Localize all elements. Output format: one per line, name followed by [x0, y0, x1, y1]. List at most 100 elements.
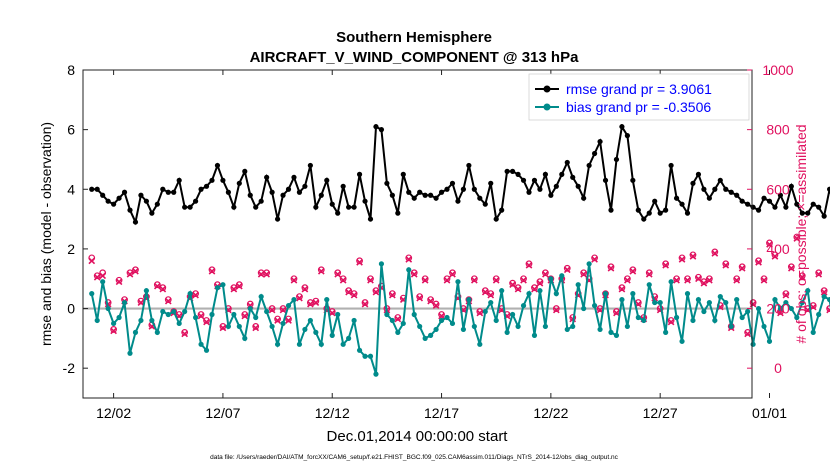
bias-point [695, 297, 702, 303]
rmse-point [581, 195, 587, 201]
obs-assimilated-point [99, 272, 107, 280]
rmse-point [641, 216, 647, 222]
rmse-point [515, 171, 521, 177]
rmse-point [138, 192, 144, 198]
rmse-point [176, 177, 182, 183]
obs-possible-point [356, 257, 363, 265]
obs-possible-point [372, 287, 380, 295]
obs-possible-point [673, 275, 680, 283]
obs-assimilated-point [706, 276, 713, 284]
rmse-point [367, 216, 374, 222]
legend-bias-marker [543, 103, 551, 111]
obs-possible-point [285, 315, 292, 323]
obs-possible-point [629, 266, 637, 274]
bias-point [417, 323, 423, 330]
rmse-point [302, 183, 308, 189]
chart-subtitle: AIRCRAFT_V_WIND_COMPONENT @ 313 hPa [250, 49, 580, 66]
rmse-point [471, 186, 477, 192]
bias-point [258, 294, 264, 300]
bias-point [520, 302, 527, 309]
rmse-point [389, 192, 395, 198]
rmse-point [816, 204, 822, 210]
obs-assimilated-point [356, 258, 363, 266]
bias-point [581, 305, 587, 312]
bias-point [652, 299, 658, 306]
obs-assimilated-point [181, 330, 189, 338]
obs-possible-point [645, 269, 653, 277]
rmse-point [351, 204, 357, 210]
bias-point [340, 341, 346, 347]
rmse-point [657, 210, 663, 216]
obs-possible-point [678, 254, 686, 262]
rmse-point [346, 204, 352, 210]
rmse-point [247, 192, 253, 198]
bias-point [307, 317, 313, 324]
obs-possible-point [427, 296, 435, 304]
bias-point [313, 329, 319, 335]
obs-possible-point [667, 317, 675, 324]
x-tick-label: 12/12 [315, 405, 350, 421]
obs-possible-point [197, 311, 205, 318]
rmse-point [739, 198, 745, 204]
bias-point [165, 311, 171, 318]
bias-point [428, 332, 434, 338]
obs-possible-point [449, 269, 456, 277]
obs-possible-point [514, 284, 522, 292]
rmse-point [231, 204, 237, 210]
obs-assimilated-point [777, 309, 784, 317]
obs-assimilated-point [618, 285, 626, 293]
obs-possible-point [443, 275, 451, 283]
bias-point [799, 299, 805, 306]
rmse-point [673, 195, 680, 201]
rmse-point [805, 210, 811, 216]
rmse-point [362, 198, 368, 204]
bias-point [171, 308, 177, 315]
obs-possible-point [820, 287, 828, 295]
obs-possible-point [367, 275, 374, 283]
obs-possible-point [159, 284, 167, 292]
obs-assimilated-point [738, 264, 746, 272]
rmse-point [695, 171, 702, 177]
obs-assimilated-point [733, 276, 741, 284]
obs-possible-point [219, 323, 227, 330]
rmse-point [291, 174, 297, 180]
obs-possible-point [525, 260, 533, 268]
rmse-point [488, 180, 494, 186]
rmse-point [460, 186, 467, 192]
rmse-point [646, 210, 652, 216]
bias-point [559, 273, 565, 279]
bias-point [739, 314, 745, 321]
bias-point [641, 317, 647, 324]
bias-point [285, 302, 292, 309]
bias-point [706, 299, 712, 306]
obs-assimilated-point [312, 299, 320, 306]
rmse-point [712, 186, 718, 192]
bias-point [515, 323, 521, 330]
obs-assimilated-point [492, 276, 500, 284]
rmse-point [335, 210, 341, 216]
obs-assimilated-point [470, 276, 478, 284]
obs-possible-point [339, 275, 347, 283]
obs-possible-point [410, 269, 418, 277]
rmse-point [406, 189, 412, 195]
obs-assimilated-point [339, 276, 347, 284]
bias-point [356, 347, 363, 353]
obs-assimilated-point [514, 285, 522, 293]
obs-assimilated-point [700, 279, 708, 287]
bias-point [827, 297, 830, 303]
bias-point [663, 329, 669, 335]
rmse-point [100, 192, 106, 198]
rmse-point [630, 177, 636, 183]
bias-point [624, 323, 630, 330]
rmse-point [821, 213, 827, 219]
bias-point [805, 288, 811, 294]
bias-point [564, 326, 570, 333]
rmse-point [280, 192, 286, 198]
rmse-point [269, 189, 275, 195]
obs-assimilated-point [798, 273, 806, 281]
y-tick-label-right: 400 [766, 241, 790, 257]
rmse-point [160, 186, 166, 192]
rmse-point [116, 195, 122, 201]
rmse-point [154, 201, 160, 207]
bias-point [351, 317, 357, 324]
